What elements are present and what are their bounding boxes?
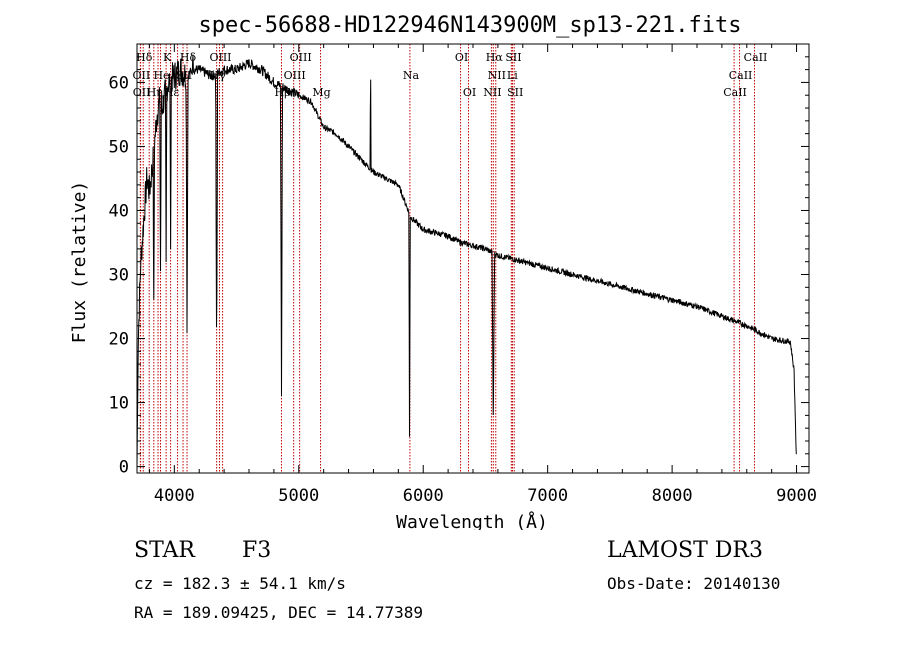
line-markers — [139, 44, 755, 473]
marker-label: Hδ — [136, 51, 153, 64]
y-tick-label: 0 — [119, 458, 129, 478]
marker-label: CaII — [744, 51, 768, 64]
marker-label: Na — [403, 69, 420, 82]
x-tick-label: 6000 — [403, 486, 444, 506]
marker-label: Hδ — [180, 51, 197, 64]
chart-title: spec-56688-HD122946N143900M_sp13-221.fit… — [198, 13, 741, 38]
x-tick-label: 4000 — [154, 486, 195, 506]
spectrum-chart: spec-56688-HD122946N143900M_sp13-221.fit… — [69, 13, 817, 530]
marker-label: Li — [507, 69, 518, 82]
y-axis: 0 10 20 30 40 50 60 — [109, 56, 809, 478]
y-tick-label: 20 — [109, 330, 129, 350]
marker-label: NII — [483, 86, 501, 99]
marker-label: OI — [455, 51, 468, 64]
marker-label: CaII — [723, 86, 747, 99]
x-tick-label: 8000 — [652, 486, 693, 506]
marker-label: CaII — [729, 69, 753, 82]
marker-label: OIII — [209, 51, 231, 64]
marker-label: OIII — [284, 69, 306, 82]
marker-label: NII — [488, 69, 506, 82]
x-axis-label: Wavelength (Å) — [396, 511, 548, 530]
x-axis: 4000 5000 6000 7000 8000 9000 — [148, 44, 817, 506]
object-class: STAR — [134, 538, 195, 563]
marker-label: SII — [507, 86, 523, 99]
y-tick-label: 40 — [109, 201, 129, 221]
y-axis-label: Flux (relative) — [69, 181, 90, 344]
plot-frame — [136, 43, 810, 474]
x-tick-label: 7000 — [527, 486, 568, 506]
y-tick-label: 30 — [109, 266, 129, 286]
y-tick-label: 60 — [109, 73, 129, 93]
marker-label: He — [153, 69, 169, 82]
marker-label: K — [163, 51, 172, 64]
marker-label: OII — [133, 69, 151, 82]
marker-label: Hα — [486, 51, 504, 64]
y-tick-label: 10 — [109, 394, 129, 414]
marker-label: Hη — [147, 86, 163, 99]
y-tick-label: 50 — [109, 137, 129, 157]
marker-label: SII — [505, 51, 521, 64]
marker-label: OI — [463, 86, 476, 99]
survey-name: LAMOST DR3 — [607, 538, 763, 563]
x-tick-label: 9000 — [776, 486, 817, 506]
velocity-readout: cz = 182.3 ± 54.1 km/s — [134, 574, 346, 593]
observation-date: Obs-Date: 20140130 — [607, 574, 781, 593]
marker-label: OIII — [290, 51, 312, 64]
x-tick-label: 5000 — [278, 486, 319, 506]
object-subclass: F3 — [242, 538, 272, 563]
coordinates-readout: RA = 189.09425, DEC = 14.77389 — [134, 603, 423, 622]
marker-label: Mg — [312, 86, 330, 99]
spectrum-line — [136, 54, 797, 467]
